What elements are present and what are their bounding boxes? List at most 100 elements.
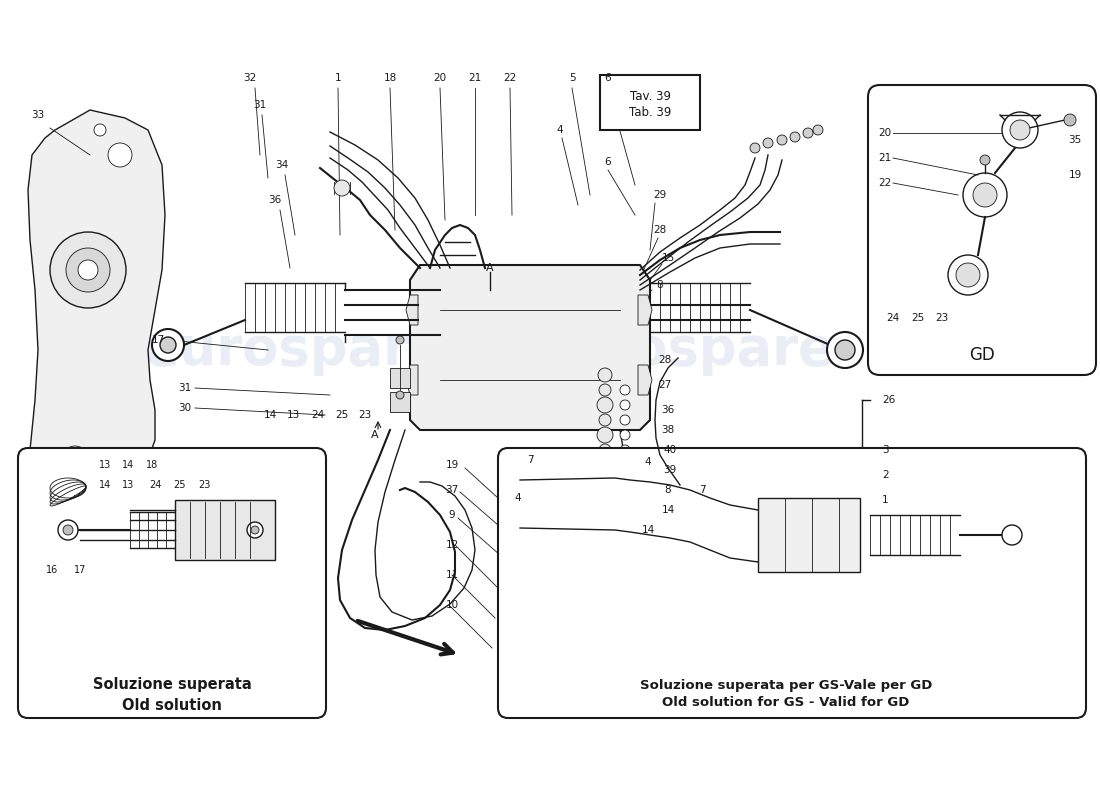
Text: 36: 36 [661,405,674,415]
Text: 25: 25 [174,480,186,490]
Text: 20: 20 [879,128,892,138]
FancyBboxPatch shape [868,85,1096,375]
Text: 22: 22 [879,178,892,188]
Text: 34: 34 [275,160,288,170]
Circle shape [1002,525,1022,545]
Circle shape [956,263,980,287]
Text: 11: 11 [446,570,459,580]
Text: 8: 8 [664,485,671,495]
Circle shape [600,444,610,456]
Text: Soluzione superata per GS-Vale per GD: Soluzione superata per GS-Vale per GD [640,678,932,691]
Circle shape [962,173,1006,217]
Text: 19: 19 [1068,170,1081,180]
Text: 3: 3 [882,445,889,455]
Text: 13: 13 [286,410,299,420]
Text: 1: 1 [882,495,889,505]
Text: autospares: autospares [534,324,866,376]
Text: 4: 4 [515,493,521,503]
Text: 9: 9 [449,510,455,520]
Polygon shape [390,368,410,388]
Circle shape [827,332,864,368]
Text: 16: 16 [46,565,58,575]
Text: 25: 25 [912,313,925,323]
Text: 23: 23 [198,480,210,490]
Circle shape [620,415,630,425]
Circle shape [750,143,760,153]
Text: 35: 35 [1068,135,1081,145]
Text: 31: 31 [253,100,266,110]
Text: 40: 40 [663,445,676,455]
Text: 2: 2 [882,470,889,480]
Polygon shape [406,295,418,325]
Text: 13: 13 [122,480,134,490]
Circle shape [763,138,773,148]
Bar [600,75,700,130]
Text: 17: 17 [74,565,86,575]
Text: 20: 20 [433,73,447,83]
Circle shape [835,340,855,360]
Text: 8: 8 [657,280,663,290]
Text: A: A [486,263,494,273]
Circle shape [598,458,612,472]
Text: 32: 32 [243,73,256,83]
Text: 14: 14 [263,410,276,420]
Text: 4: 4 [557,125,563,135]
Circle shape [620,385,630,395]
Text: 28: 28 [653,225,667,235]
Text: 26: 26 [882,395,895,405]
Circle shape [980,155,990,165]
Text: 14: 14 [122,460,134,470]
Text: 10: 10 [446,600,459,610]
Text: Old solution for GS - Valid for GD: Old solution for GS - Valid for GD [662,697,910,710]
Text: 39: 39 [663,465,676,475]
Text: 21: 21 [879,153,892,163]
Circle shape [60,446,89,474]
Text: 14: 14 [641,525,654,535]
Text: 29: 29 [653,190,667,200]
Text: 19: 19 [446,460,459,470]
Circle shape [160,337,176,353]
Circle shape [396,336,404,344]
Text: 27: 27 [659,380,672,390]
Text: Tav. 39: Tav. 39 [629,90,671,103]
Text: 5: 5 [569,73,575,83]
Circle shape [600,414,610,426]
Circle shape [974,183,997,207]
Text: 18: 18 [384,73,397,83]
Text: Old solution: Old solution [122,698,222,713]
Circle shape [600,384,610,396]
Text: 22: 22 [504,73,517,83]
Text: 33: 33 [32,110,45,120]
Text: 6: 6 [605,73,612,83]
Polygon shape [758,498,860,572]
Circle shape [597,397,613,413]
Circle shape [813,125,823,135]
Text: 17: 17 [152,335,165,345]
Text: GD: GD [969,346,994,364]
Text: 37: 37 [446,485,459,495]
Polygon shape [638,365,652,395]
Text: 21: 21 [469,73,482,83]
Text: 23: 23 [935,313,948,323]
Text: 25: 25 [336,410,349,420]
Circle shape [63,525,73,535]
Circle shape [597,427,613,443]
Text: eurospares: eurospares [143,324,476,376]
Text: 1: 1 [334,73,341,83]
Bar [175,500,275,560]
Polygon shape [22,110,165,520]
Circle shape [1010,120,1030,140]
Text: 13: 13 [99,460,111,470]
Polygon shape [406,365,418,395]
Text: 15: 15 [661,253,674,263]
Circle shape [50,232,127,308]
Circle shape [66,248,110,292]
Circle shape [803,128,813,138]
Circle shape [948,255,988,295]
Circle shape [620,400,630,410]
Circle shape [108,143,132,167]
Circle shape [251,526,258,534]
Text: 28: 28 [659,355,672,365]
Text: 36: 36 [268,195,282,205]
Text: A: A [371,430,378,440]
